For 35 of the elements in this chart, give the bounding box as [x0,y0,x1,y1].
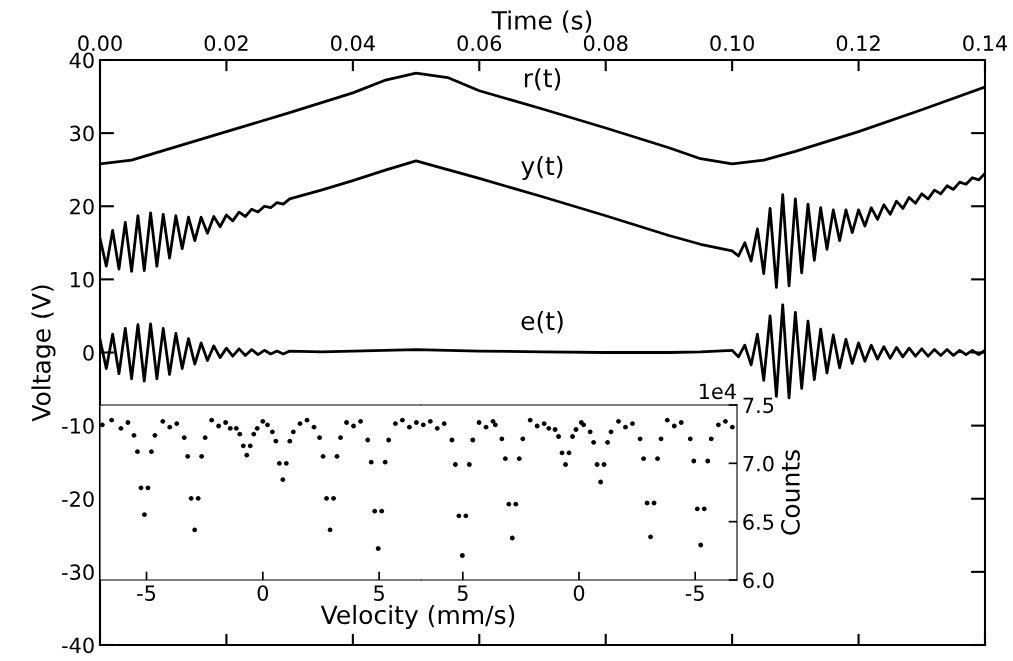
annotation: r(t) [524,68,561,91]
y-tick-label: 7.0 [743,455,774,472]
y-tick-label: 20 [70,198,94,215]
x-tick-label: 0.06 [457,35,502,52]
x-tick-label: 0.04 [331,35,375,52]
x-tick-label: -5 [137,585,156,601]
x-tick-label: 0.00 [78,35,122,52]
y-tick-label: 6.0 [743,572,774,589]
y-axis-title: Counts [780,450,800,535]
y-tick-label: -30 [62,564,94,581]
x-tick-label: 0 [257,585,269,601]
y-tick-label: 30 [70,125,94,142]
x-axis-title: Velocity (mm/s) [320,604,515,630]
y-tick-label: 40 [69,52,94,69]
annotation: 1e4 [699,383,736,400]
x-tick-label: 0.10 [710,35,754,52]
annotation: y(t) [521,155,563,181]
x-tick-label: -5 [685,585,704,601]
y-tick-label: 6.5 [743,514,774,530]
x-tick-label: 0.14 [963,35,1008,52]
y-tick-label: -20 [62,491,94,507]
y-tick-label: -40 [62,637,94,654]
x-tick-label: 5 [457,585,468,601]
x-tick-label: 0.12 [836,35,880,52]
x-tick-label: 0 [573,585,585,601]
y-tick-label: -10 [62,418,94,434]
annotation: e(t) [521,310,563,334]
y-tick-label: 10 [70,271,94,288]
y-tick-label: 0 [83,344,94,361]
y-tick-label: 7.5 [743,397,774,414]
x-tick-label: 5 [374,585,384,601]
x-tick-label: 0.02 [204,35,248,52]
y-axis-title: Voltage (V) [31,285,56,422]
x-tick-label: 0.08 [583,35,628,52]
x-axis-title: Time (s) [491,10,592,33]
